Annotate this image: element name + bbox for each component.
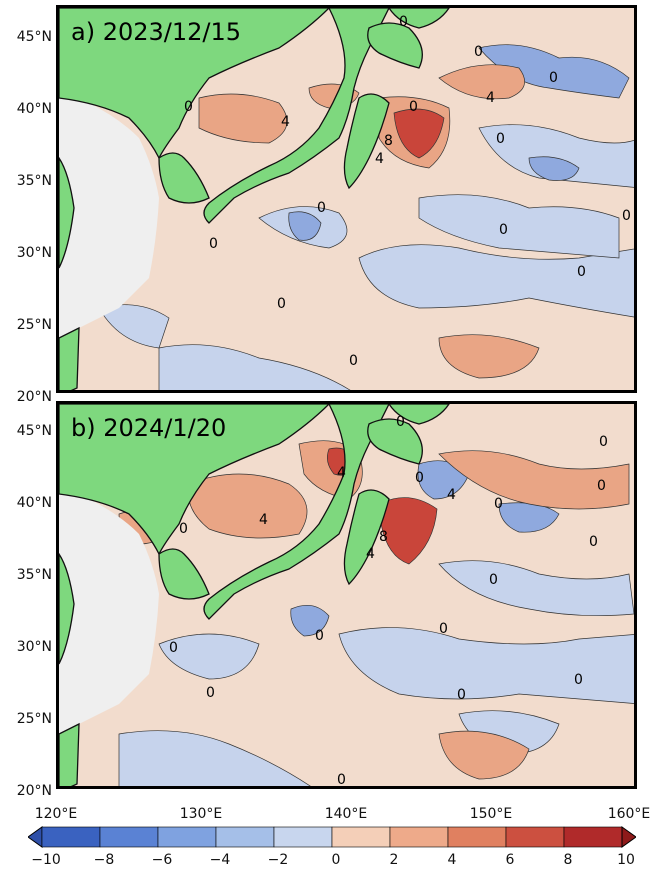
contour-label: 0 bbox=[474, 44, 483, 60]
panel-a: 0 0 0 0 0 0 0 0 0 0 0 0 0 4 4 4 8 a) 202… bbox=[56, 5, 637, 393]
contour-label: 4 bbox=[337, 465, 346, 481]
lat-label: 30°N bbox=[16, 639, 52, 655]
colorbar-cell bbox=[41, 826, 101, 848]
colorbar-cell bbox=[447, 826, 507, 848]
colorbar-cell bbox=[505, 826, 565, 848]
contour-label: 0 bbox=[457, 687, 466, 703]
contour-label: 0 bbox=[577, 264, 586, 280]
colorbar bbox=[28, 826, 636, 848]
colorbar-tick: 10 bbox=[617, 852, 635, 868]
colorbar-tick: 4 bbox=[447, 852, 457, 868]
lat-label: 25°N bbox=[16, 711, 52, 727]
lon-label: 160°E bbox=[607, 806, 651, 822]
contour-label: 8 bbox=[384, 133, 393, 149]
contour-label: 0 bbox=[349, 353, 358, 369]
lat-label: 20°N bbox=[16, 389, 52, 405]
contour-label: 0 bbox=[439, 621, 448, 637]
contour-label: 0 bbox=[499, 222, 508, 238]
lat-label: 30°N bbox=[16, 245, 52, 261]
colorbar-tick: −10 bbox=[31, 852, 61, 868]
contour-label: 0 bbox=[574, 672, 583, 688]
lon-label: 120°E bbox=[34, 806, 78, 822]
contour-label: 0 bbox=[415, 470, 424, 486]
contour-label: 0 bbox=[179, 521, 188, 537]
colorbar-tick: 0 bbox=[331, 852, 341, 868]
contour-label: 0 bbox=[277, 296, 286, 312]
contour-label: 4 bbox=[375, 151, 384, 167]
colorbar-cell bbox=[389, 826, 449, 848]
contour-label: 0 bbox=[399, 14, 408, 30]
lon-label: 150°E bbox=[469, 806, 513, 822]
contour-label: 0 bbox=[396, 414, 405, 430]
contour-label: 4 bbox=[259, 512, 268, 528]
lat-label: 20°N bbox=[16, 783, 52, 799]
contour-label: 0 bbox=[209, 236, 218, 252]
lat-label: 45°N bbox=[16, 423, 52, 439]
colorbar-cell bbox=[215, 826, 275, 848]
contour-label: 0 bbox=[206, 685, 215, 701]
lat-label: 45°N bbox=[16, 29, 52, 45]
colorbar-tick: −4 bbox=[209, 852, 231, 868]
contour-label: 0 bbox=[589, 534, 598, 550]
contour-label: 0 bbox=[622, 208, 631, 224]
panel-a-map: 0 0 0 0 0 0 0 0 0 0 0 0 0 4 4 4 8 bbox=[59, 8, 634, 390]
colorbar-tick: −6 bbox=[151, 852, 173, 868]
colorbar-cell bbox=[273, 826, 333, 848]
panel-b-map: 0 0 0 0 0 0 0 0 0 0 0 0 0 0 0 4 4 4 4 8 bbox=[59, 404, 634, 788]
contour-label: 0 bbox=[169, 640, 178, 656]
colorbar-tick: 8 bbox=[563, 852, 573, 868]
contour-label: 0 bbox=[599, 434, 608, 450]
contour-label: 0 bbox=[409, 99, 418, 115]
lat-label: 40°N bbox=[16, 495, 52, 511]
lat-label: 25°N bbox=[16, 317, 52, 333]
contour-label: 0 bbox=[317, 200, 326, 216]
contour-label: 0 bbox=[489, 572, 498, 588]
lat-label: 35°N bbox=[16, 173, 52, 189]
contour-label: 4 bbox=[447, 487, 456, 503]
contour-label: 0 bbox=[549, 70, 558, 86]
colorbar-tick: 2 bbox=[389, 852, 399, 868]
panel-b-title: b) 2024/1/20 bbox=[71, 414, 227, 442]
contour-label: 0 bbox=[496, 131, 505, 147]
colorbar-cell bbox=[99, 826, 159, 848]
colorbar-cell bbox=[563, 826, 623, 848]
panel-b: 0 0 0 0 0 0 0 0 0 0 0 0 0 0 0 4 4 4 4 8 … bbox=[56, 401, 637, 789]
contour-label: 0 bbox=[337, 772, 346, 788]
contour-label: 4 bbox=[486, 90, 495, 106]
lat-label: 35°N bbox=[16, 567, 52, 583]
colorbar-tick: −8 bbox=[93, 852, 115, 868]
colorbar-cell bbox=[157, 826, 217, 848]
colorbar-tick: −2 bbox=[267, 852, 289, 868]
contour-label: 4 bbox=[281, 114, 290, 130]
contour-label: 8 bbox=[379, 529, 388, 545]
contour-label: 0 bbox=[597, 478, 606, 494]
lon-label: 130°E bbox=[179, 806, 223, 822]
contour-label: 0 bbox=[184, 99, 193, 115]
lat-label: 40°N bbox=[16, 101, 52, 117]
colorbar-tick: 6 bbox=[505, 852, 515, 868]
contour-label: 4 bbox=[366, 546, 375, 562]
lon-label: 140°E bbox=[324, 806, 368, 822]
contour-label: 0 bbox=[315, 628, 324, 644]
panel-a-title: a) 2023/12/15 bbox=[71, 18, 242, 46]
colorbar-cell bbox=[331, 826, 391, 848]
contour-label: 0 bbox=[494, 496, 503, 512]
